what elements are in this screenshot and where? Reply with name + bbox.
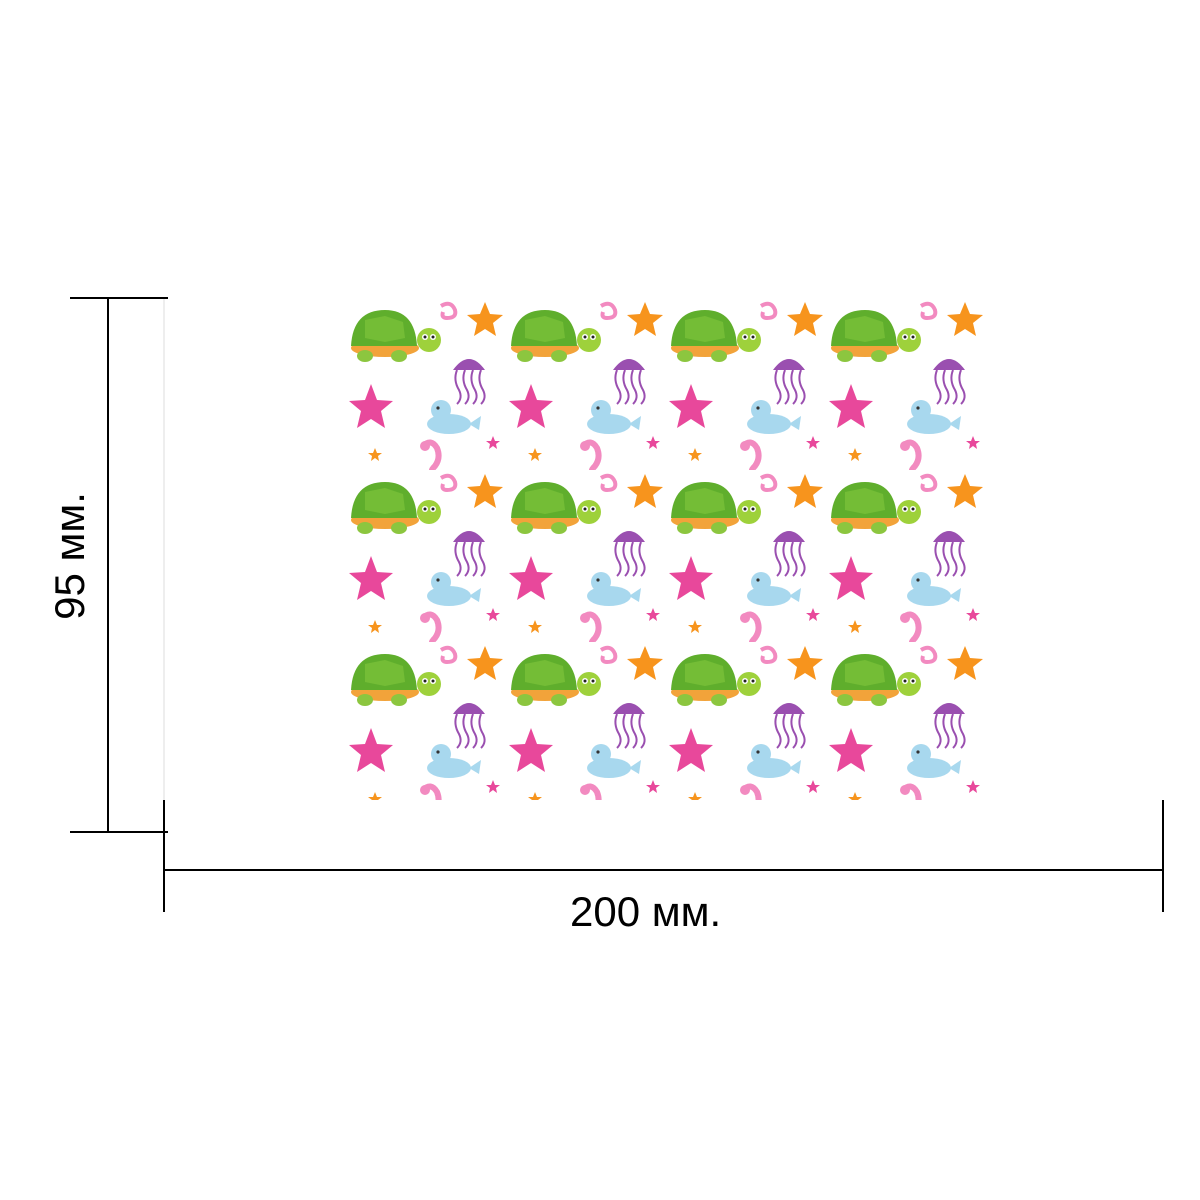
width-label: 200 мм. — [570, 888, 722, 935]
height-label: 95 мм. — [46, 492, 93, 620]
height-dimension — [70, 297, 168, 833]
width-dimension — [163, 800, 1164, 912]
pattern-print-area — [345, 298, 988, 800]
